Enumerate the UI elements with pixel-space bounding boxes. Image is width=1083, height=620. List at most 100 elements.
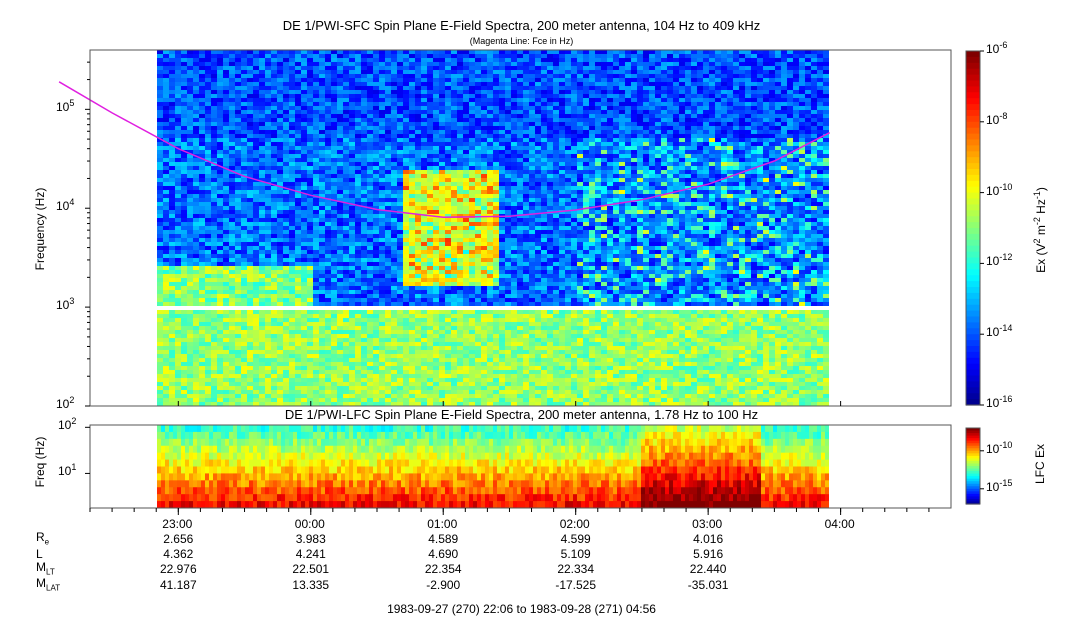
top-spectrogram-cell [205, 310, 211, 314]
top-spectrogram-cell [325, 210, 331, 214]
top-spectrogram-cell [493, 86, 499, 90]
top-spectrogram-cell [199, 394, 205, 398]
top-spectrogram-cell [439, 106, 445, 110]
top-spectrogram-cell [307, 70, 313, 74]
top-spectrogram-cell [361, 362, 367, 366]
top-spectrogram-cell [247, 386, 253, 390]
top-spectrogram-cell [355, 394, 361, 398]
top-spectrogram-cell [283, 78, 289, 82]
top-spectrogram-cell [241, 274, 247, 278]
top-spectrogram-cell [463, 210, 469, 214]
top-spectrogram-cell [295, 366, 301, 370]
top-spectrogram-cell [427, 326, 433, 330]
top-spectrogram-cell [157, 150, 163, 154]
top-spectrogram-cell [337, 398, 343, 402]
top-spectrogram-cell [451, 182, 457, 186]
top-spectrogram-cell [205, 302, 211, 306]
top-spectrogram-cell [457, 310, 463, 314]
top-spectrogram-cell [175, 374, 181, 378]
top-spectrogram-cell [385, 358, 391, 362]
top-spectrogram-cell [265, 190, 271, 194]
top-spectrogram-cell [229, 182, 235, 186]
top-spectrogram-cell [421, 186, 427, 190]
top-spectrogram-cell [277, 222, 283, 226]
top-spectrogram-cell [247, 274, 253, 278]
top-spectrogram-cell [259, 142, 265, 146]
top-spectrogram-cell [487, 126, 493, 130]
top-spectrogram-cell [385, 210, 391, 214]
top-spectrogram-cell [277, 246, 283, 250]
top-spectrogram-cell [217, 74, 223, 78]
top-spectrogram-cell [157, 362, 163, 366]
top-spectrogram-cell [445, 54, 451, 58]
top-spectrogram-cell [205, 198, 211, 202]
top-spectrogram-cell [445, 130, 451, 134]
top-spectrogram-cell [373, 118, 379, 122]
top-spectrogram-cell [427, 126, 433, 130]
top-spectrogram-cell [235, 378, 241, 382]
top-spectrogram-cell [241, 126, 247, 130]
top-spectrogram-cell [487, 286, 493, 290]
top-spectrogram-cell [337, 154, 343, 158]
top-spectrogram-cell [295, 186, 301, 190]
top-spectrogram-cell [451, 162, 457, 166]
top-spectrogram-cell [193, 398, 199, 402]
top-spectrogram-cell [349, 210, 355, 214]
top-spectrogram-cell [193, 338, 199, 342]
top-spectrogram-cell [157, 378, 163, 382]
top-spectrogram-cell [157, 214, 163, 218]
top-spectrogram-cell [331, 238, 337, 242]
top-spectrogram-cell [361, 178, 367, 182]
top-spectrogram-cell [271, 190, 277, 194]
top-spectrogram-cell [493, 110, 499, 114]
top-spectrogram-cell [283, 294, 289, 298]
top-spectrogram-cell [259, 54, 265, 58]
top-spectrogram-cell [289, 338, 295, 342]
top-spectrogram-cell [217, 382, 223, 386]
top-spectrogram-cell [205, 266, 211, 270]
top-spectrogram-cell [229, 350, 235, 354]
top-spectrogram-cell [277, 290, 283, 294]
top-spectrogram-cell [355, 146, 361, 150]
top-spectrogram-cell [193, 114, 199, 118]
top-spectrogram-cell [325, 90, 331, 94]
top-spectrogram-cell [271, 322, 277, 326]
top-spectrogram-cell [415, 94, 421, 98]
top-spectrogram-cell [367, 290, 373, 294]
top-spectrogram-cell [271, 270, 277, 274]
top-spectrogram-cell [253, 134, 259, 138]
top-spectrogram-cell [223, 290, 229, 294]
top-spectrogram-cell [385, 346, 391, 350]
top-spectrogram-cell [319, 382, 325, 386]
top-spectrogram-cell [469, 114, 475, 118]
top-spectrogram-cell [271, 174, 277, 178]
top-spectrogram-cell [265, 150, 271, 154]
top-spectrogram-cell [415, 350, 421, 354]
top-spectrogram-cell [313, 78, 319, 82]
top-spectrogram-cell [331, 178, 337, 182]
top-spectrogram-cell [457, 138, 463, 142]
top-spectrogram-cell [427, 70, 433, 74]
top-spectrogram-cell [271, 238, 277, 242]
top-spectrogram-cell [337, 210, 343, 214]
top-spectrogram-cell [475, 158, 481, 162]
top-spectrogram-cell [163, 138, 169, 142]
top-spectrogram-cell [403, 322, 409, 326]
top-spectrogram-cell [355, 338, 361, 342]
top-spectrogram-cell [253, 350, 259, 354]
top-spectrogram-cell [229, 190, 235, 194]
top-spectrogram-cell [289, 134, 295, 138]
top-spectrogram-cell [331, 170, 337, 174]
top-spectrogram-cell [205, 130, 211, 134]
top-spectrogram-cell [403, 62, 409, 66]
top-spectrogram-cell [439, 178, 445, 182]
top-spectrogram-cell [157, 298, 163, 302]
top-spectrogram-cell [457, 298, 463, 302]
top-spectrogram-cell [343, 286, 349, 290]
top-spectrogram-cell [307, 102, 313, 106]
top-spectrogram-cell [187, 314, 193, 318]
top-spectrogram-cell [265, 294, 271, 298]
top-spectrogram-cell [247, 226, 253, 230]
top-spectrogram-cell [235, 182, 241, 186]
top-spectrogram-cell [157, 334, 163, 338]
